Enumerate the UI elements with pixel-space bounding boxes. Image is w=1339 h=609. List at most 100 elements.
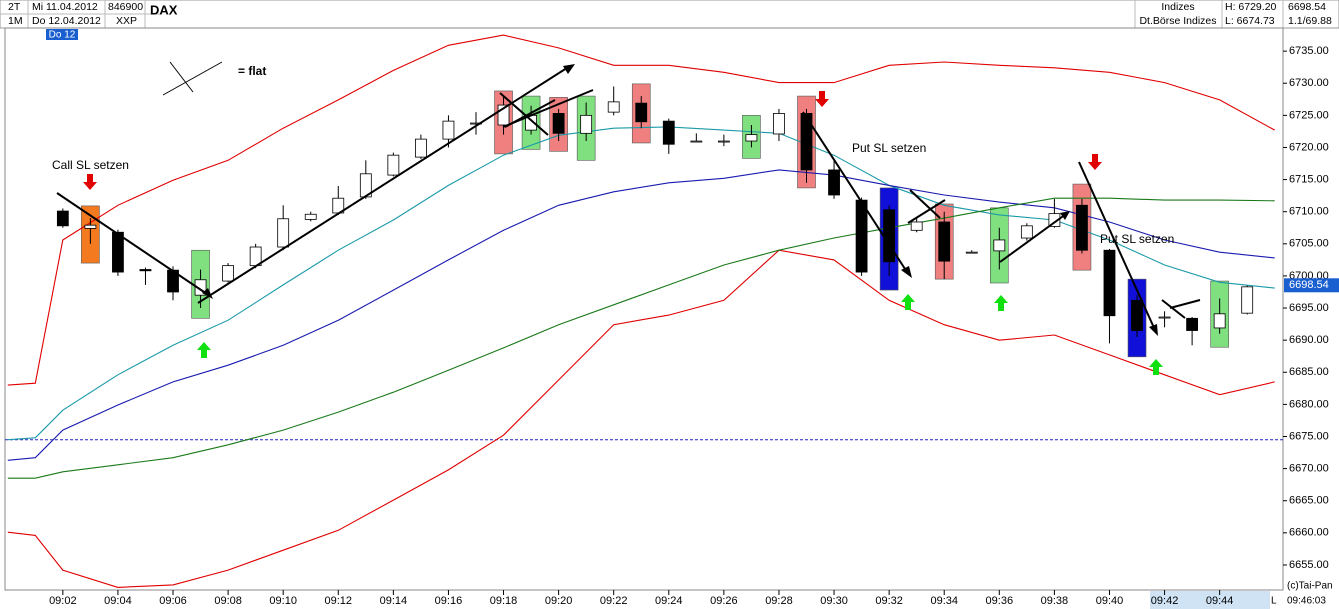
y-tick-label: 6715.00 [1289, 173, 1329, 185]
mode: L [1271, 596, 1277, 607]
x-tick-label: 09:12 [325, 595, 353, 607]
arrow-heads [202, 64, 1158, 336]
flat-symbol [162, 61, 223, 96]
indicator-line [7, 197, 1275, 479]
candle-body [112, 231, 124, 273]
copyright: (c)Tai-Pan [1287, 581, 1333, 592]
y-tick-label: 6725.00 [1289, 109, 1329, 121]
candle-body [828, 169, 840, 196]
x-tick-label: 09:32 [875, 595, 903, 607]
plot [5, 34, 1283, 588]
candle-body [552, 113, 565, 134]
x-tick-label: 09:14 [380, 595, 408, 607]
annotation: Put SL setzen [1100, 232, 1174, 246]
candle-body [690, 140, 703, 143]
candle-body [497, 104, 510, 126]
plot-frame [4, 27, 1284, 591]
buy-arrows [197, 294, 1163, 375]
x-tick-label: 09:18 [490, 595, 518, 607]
x-tick-label: 09:20 [545, 595, 573, 607]
candle-body [635, 102, 648, 123]
candle-body [580, 114, 593, 134]
day-badge-text: Do 12 [49, 30, 76, 41]
candle-body [938, 221, 951, 262]
sell-arrows [83, 91, 1102, 190]
candle-body [800, 113, 813, 171]
indicator-line [7, 34, 1275, 386]
down-arrow [1088, 154, 1102, 170]
period: 1M [8, 15, 23, 27]
arrow-head [202, 288, 213, 299]
low: L: 6674.73 [1225, 15, 1275, 27]
exchange-code: XXP [116, 15, 137, 27]
arrow-head [563, 64, 575, 74]
trend-line [1078, 161, 1156, 331]
last-price-box [1284, 278, 1339, 293]
arrow-head [1060, 211, 1070, 220]
candle-body [387, 154, 400, 176]
x-tick-label: 09:34 [930, 595, 958, 607]
x-tick-label: 09:10 [269, 595, 297, 607]
arrow-head [1149, 324, 1158, 336]
candle-body [855, 199, 868, 273]
y-tick-label: 6680.00 [1289, 398, 1329, 410]
date: Mi 11.04.2012 [32, 1, 98, 13]
up-arrow [901, 294, 915, 310]
x-tick-label: 09:40 [1096, 595, 1124, 607]
candle-body [1103, 249, 1116, 317]
day-badge [46, 29, 78, 40]
y-tick-label: 6675.00 [1289, 430, 1329, 442]
candle-body [717, 140, 730, 143]
candle-body [415, 138, 427, 158]
candle-body [773, 113, 785, 135]
clock: 09:46:03 [1287, 596, 1326, 607]
candle-body [662, 120, 675, 145]
x-tick-label: 09:44 [1206, 595, 1234, 607]
x-tick-label: 09:02 [49, 595, 77, 607]
header [0, 0, 1339, 29]
y-tick-label: 6735.00 [1289, 45, 1329, 57]
candle-body [139, 269, 152, 272]
candle-body [1020, 225, 1033, 239]
candle-body [607, 101, 620, 113]
y-tick-label: 6730.00 [1289, 77, 1329, 89]
candle-body [910, 221, 923, 231]
candle-body [277, 218, 290, 248]
up-arrow [197, 342, 211, 358]
date: Do 12.04.2012 [32, 15, 101, 27]
x-tick-label: 09:30 [820, 595, 848, 607]
candle-body [304, 213, 317, 220]
candle-body [1213, 313, 1226, 329]
x-tick-label: 09:08 [214, 595, 242, 607]
down-arrow [815, 91, 829, 107]
exchange: Dt.Börse Indizes [1139, 15, 1216, 27]
candle-body [84, 224, 97, 229]
y-tick-label: 6690.00 [1289, 334, 1329, 346]
y-tick-label: 6705.00 [1289, 238, 1329, 250]
candle-body [1048, 213, 1061, 227]
candle-body [965, 251, 978, 254]
up-arrow [1149, 359, 1163, 375]
candle-body [1241, 286, 1254, 314]
x-tick-label: 09:38 [1041, 595, 1069, 607]
candle-body [883, 209, 896, 263]
trend-line [504, 99, 556, 128]
x-tick-label: 09:28 [765, 595, 793, 607]
y-tick-label: 6670.00 [1289, 463, 1329, 475]
x-tick-label: 09:06 [159, 595, 187, 607]
x-tick-label: 09:04 [104, 595, 132, 607]
annotation: Put SL setzen [852, 141, 926, 155]
category: Indizes [1161, 1, 1194, 13]
flat-symbol [169, 61, 194, 93]
trend-line [802, 111, 908, 273]
trend-line [909, 189, 941, 219]
high: H: 6729.20 [1225, 1, 1277, 13]
y-tick-label: 6710.00 [1289, 206, 1329, 218]
annotation: Call SL setzen [52, 158, 129, 172]
candle-body [993, 239, 1006, 252]
x-tick-label: 09:24 [655, 595, 683, 607]
axis-highlight [1150, 591, 1270, 609]
trend-line [907, 199, 946, 224]
